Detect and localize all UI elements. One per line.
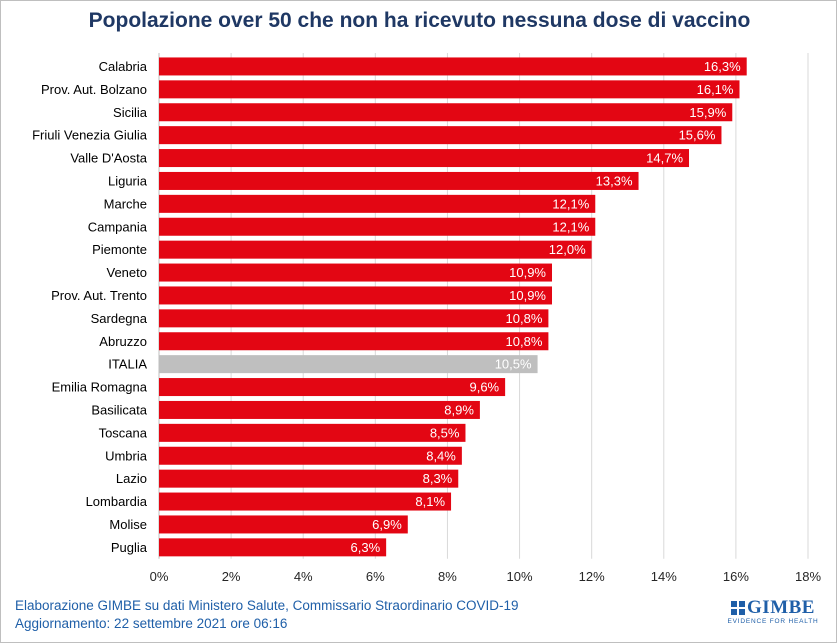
category-label: Campania bbox=[88, 219, 148, 234]
data-label: 10,8% bbox=[506, 334, 543, 349]
category-label: Umbria bbox=[105, 448, 148, 463]
gimbe-mark-icon bbox=[731, 601, 746, 615]
category-label: Lombardia bbox=[86, 494, 148, 509]
x-tick-label: 10% bbox=[507, 569, 533, 584]
category-label: Marche bbox=[104, 196, 147, 211]
bar bbox=[159, 217, 596, 236]
data-label: 12,0% bbox=[549, 242, 586, 257]
category-label: Abruzzo bbox=[99, 334, 147, 349]
data-label: 8,3% bbox=[423, 471, 453, 486]
category-label: ITALIA bbox=[108, 357, 147, 372]
bar bbox=[159, 446, 462, 465]
data-label: 15,6% bbox=[679, 128, 716, 143]
bar bbox=[159, 194, 596, 213]
data-label: 16,1% bbox=[697, 82, 734, 97]
bar bbox=[159, 309, 549, 328]
x-tick-label: 18% bbox=[795, 569, 821, 584]
category-label: Sardegna bbox=[91, 311, 148, 326]
footer-gimbe: Elaborazione GIMBE bbox=[15, 598, 142, 613]
data-label: 14,7% bbox=[646, 151, 683, 166]
bar-chart: 0% 2% 4% 6% 8% 10% 12% 14% 16% 18% Calabria 16,3% Pr… bbox=[32, 53, 821, 584]
bar bbox=[159, 515, 408, 534]
data-label: 16,3% bbox=[704, 59, 741, 74]
bar bbox=[159, 469, 459, 488]
bar bbox=[159, 378, 506, 397]
x-tick-label: 6% bbox=[366, 569, 385, 584]
x-tick-label: 4% bbox=[294, 569, 313, 584]
bar bbox=[159, 355, 538, 374]
bar bbox=[159, 149, 690, 168]
category-label: Friuli Venezia Giulia bbox=[32, 128, 148, 143]
footer-source-text: su dati Ministero Salute, Commissario St… bbox=[144, 598, 519, 613]
bar bbox=[159, 263, 553, 282]
bar bbox=[159, 423, 466, 442]
category-label: Prov. Aut. Bolzano bbox=[41, 82, 147, 97]
category-label: Piemonte bbox=[92, 242, 147, 257]
data-label: 6,9% bbox=[372, 517, 402, 532]
footer-line-1: Elaborazione GIMBE su dati Ministero Sal… bbox=[15, 597, 518, 615]
x-tick-label: 8% bbox=[438, 569, 457, 584]
data-label: 10,5% bbox=[495, 357, 532, 372]
category-label: Puglia bbox=[111, 540, 148, 555]
category-label: Prov. Aut. Trento bbox=[51, 288, 147, 303]
category-label: Basilicata bbox=[91, 402, 147, 417]
footer-source: Elaborazione GIMBE su dati Ministero Sal… bbox=[15, 597, 518, 633]
bar bbox=[159, 240, 592, 259]
data-label: 6,3% bbox=[351, 540, 381, 555]
x-tick-label: 0% bbox=[150, 569, 169, 584]
data-label: 8,1% bbox=[415, 494, 445, 509]
bar bbox=[159, 538, 387, 557]
category-label: Calabria bbox=[99, 59, 148, 74]
bar bbox=[159, 57, 747, 76]
category-label: Liguria bbox=[108, 173, 148, 188]
logo-name: GIMBE bbox=[747, 597, 815, 618]
footer-update: Aggiornamento: 22 settembre 2021 ore 06:… bbox=[15, 616, 288, 631]
category-label: Sicilia bbox=[113, 105, 148, 120]
x-tick-label: 16% bbox=[723, 569, 749, 584]
bar bbox=[159, 492, 452, 511]
category-label: Valle D'Aosta bbox=[70, 151, 147, 166]
x-tick-label: 14% bbox=[651, 569, 677, 584]
category-label: Toscana bbox=[99, 425, 148, 440]
data-label: 12,1% bbox=[552, 196, 589, 211]
data-label: 13,3% bbox=[596, 173, 633, 188]
bar bbox=[159, 400, 480, 419]
data-label: 10,9% bbox=[509, 265, 546, 280]
gimbe-logo: GIMBE EVIDENCE FOR HEALTH bbox=[723, 597, 823, 625]
bar bbox=[159, 286, 553, 305]
bar bbox=[159, 103, 733, 122]
data-label: 12,1% bbox=[552, 219, 589, 234]
data-label: 15,9% bbox=[689, 105, 726, 120]
logo-tagline: EVIDENCE FOR HEALTH bbox=[727, 618, 819, 625]
data-label: 10,8% bbox=[506, 311, 543, 326]
data-label: 8,4% bbox=[426, 448, 456, 463]
category-label: Veneto bbox=[107, 265, 148, 280]
x-tick-label: 2% bbox=[222, 569, 241, 584]
data-label: 8,9% bbox=[444, 402, 474, 417]
data-label: 10,9% bbox=[509, 288, 546, 303]
data-label: 9,6% bbox=[469, 380, 499, 395]
bar bbox=[159, 171, 639, 190]
bar bbox=[159, 80, 740, 99]
x-tick-label: 12% bbox=[579, 569, 605, 584]
category-label: Emilia Romagna bbox=[52, 380, 148, 395]
category-label: Molise bbox=[109, 517, 147, 532]
data-label: 8,5% bbox=[430, 425, 460, 440]
category-label: Lazio bbox=[116, 471, 147, 486]
chart-title: Popolazione over 50 che non ha ricevuto … bbox=[88, 9, 751, 32]
bar bbox=[159, 126, 722, 145]
bar bbox=[159, 332, 549, 351]
